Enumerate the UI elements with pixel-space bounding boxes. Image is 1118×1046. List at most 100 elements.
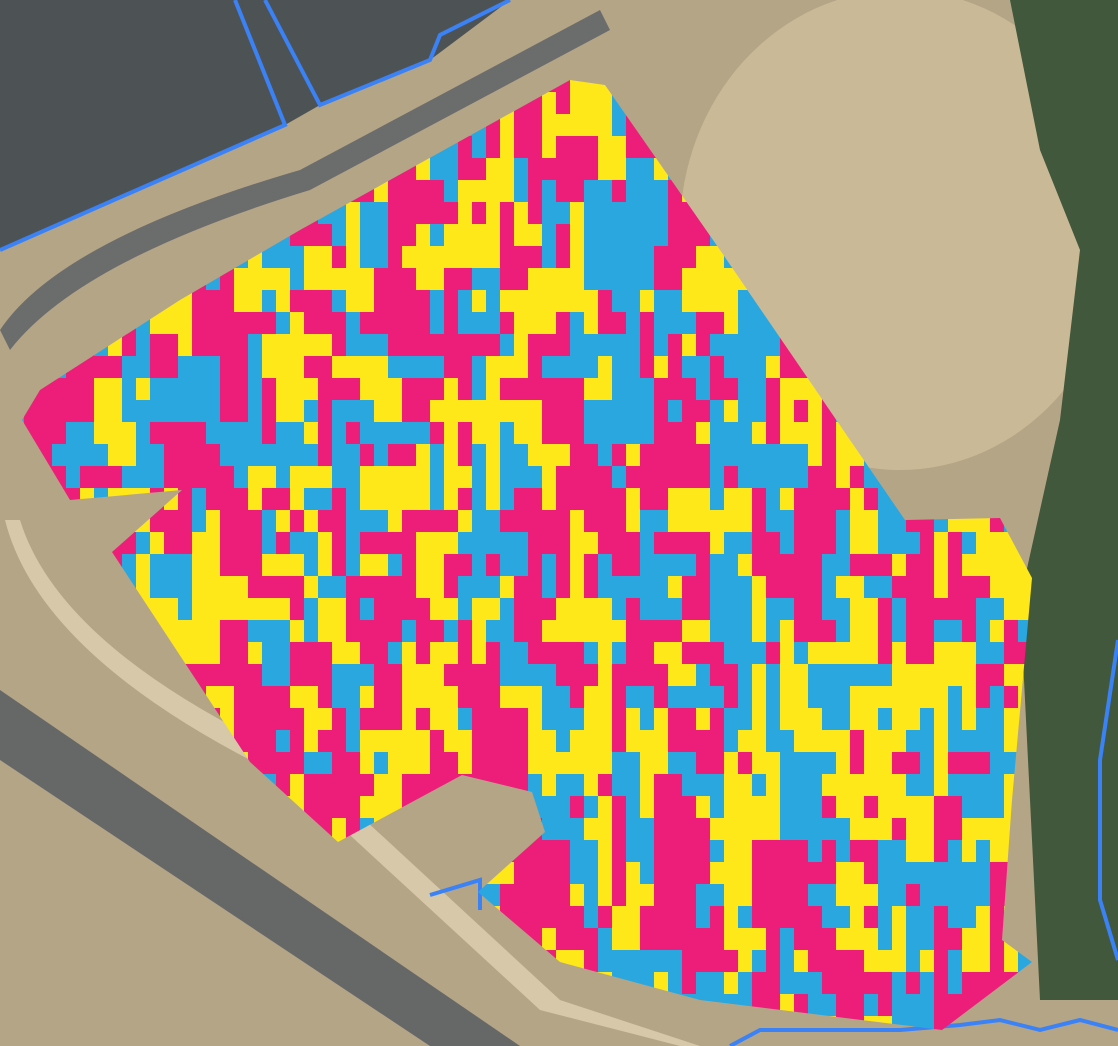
grid-cell[interactable] (486, 466, 500, 488)
grid-cell[interactable] (472, 246, 486, 268)
grid-cell[interactable] (262, 532, 276, 554)
grid-cell[interactable] (626, 290, 640, 312)
grid-cell[interactable] (724, 268, 738, 290)
grid-cell[interactable] (416, 532, 430, 554)
grid-cell[interactable] (584, 840, 598, 862)
grid-cell[interactable] (318, 510, 332, 532)
grid-cell[interactable] (472, 686, 486, 708)
grid-cell[interactable] (836, 796, 850, 818)
grid-cell[interactable] (556, 312, 570, 334)
grid-cell[interactable] (598, 620, 612, 642)
grid-cell[interactable] (752, 598, 766, 620)
grid-cell[interactable] (318, 730, 332, 752)
grid-cell[interactable] (654, 576, 668, 598)
grid-cell[interactable] (710, 510, 724, 532)
grid-cell[interactable] (654, 224, 668, 246)
grid-cell[interactable] (234, 466, 248, 488)
grid-cell[interactable] (836, 950, 850, 972)
grid-cell[interactable] (584, 180, 598, 202)
grid-cell[interactable] (528, 510, 542, 532)
grid-cell[interactable] (850, 928, 864, 950)
grid-cell[interactable] (472, 136, 486, 158)
grid-cell[interactable] (234, 686, 248, 708)
grid-cell[interactable] (304, 642, 318, 664)
grid-cell[interactable] (542, 774, 556, 796)
grid-cell[interactable] (962, 532, 976, 554)
grid-cell[interactable] (906, 950, 920, 972)
grid-cell[interactable] (206, 400, 220, 422)
grid-cell[interactable] (500, 884, 514, 906)
grid-cell[interactable] (794, 488, 808, 510)
grid-cell[interactable] (80, 466, 94, 488)
grid-cell[interactable] (318, 576, 332, 598)
grid-cell[interactable] (570, 686, 584, 708)
grid-cell[interactable] (360, 642, 374, 664)
grid-cell[interactable] (598, 400, 612, 422)
grid-cell[interactable] (710, 950, 724, 972)
grid-cell[interactable] (234, 620, 248, 642)
grid-cell[interactable] (136, 466, 150, 488)
grid-cell[interactable] (262, 576, 276, 598)
grid-cell[interactable] (304, 246, 318, 268)
grid-cell[interactable] (738, 818, 752, 840)
grid-cell[interactable] (360, 620, 374, 642)
grid-cell[interactable] (878, 708, 892, 730)
grid-cell[interactable] (668, 290, 682, 312)
grid-cell[interactable] (122, 554, 136, 576)
grid-cell[interactable] (248, 642, 262, 664)
grid-cell[interactable] (808, 400, 822, 422)
grid-cell[interactable] (780, 906, 794, 928)
grid-cell[interactable] (892, 532, 906, 554)
grid-cell[interactable] (430, 268, 444, 290)
grid-cell[interactable] (178, 444, 192, 466)
grid-cell[interactable] (626, 642, 640, 664)
grid-cell[interactable] (570, 180, 584, 202)
grid-cell[interactable] (584, 114, 598, 136)
grid-cell[interactable] (850, 488, 864, 510)
grid-cell[interactable] (514, 444, 528, 466)
grid-cell[interactable] (332, 246, 346, 268)
grid-cell[interactable] (990, 818, 1004, 840)
grid-cell[interactable] (696, 400, 710, 422)
grid-cell[interactable] (248, 708, 262, 730)
grid-cell[interactable] (542, 906, 556, 928)
grid-cell[interactable] (444, 620, 458, 642)
grid-cell[interactable] (570, 356, 584, 378)
grid-cell[interactable] (514, 620, 528, 642)
grid-cell[interactable] (346, 356, 360, 378)
grid-cell[interactable] (752, 466, 766, 488)
grid-cell[interactable] (192, 334, 206, 356)
grid-cell[interactable] (584, 906, 598, 928)
grid-cell[interactable] (360, 532, 374, 554)
grid-cell[interactable] (766, 642, 780, 664)
grid-cell[interactable] (458, 730, 472, 752)
grid-cell[interactable] (710, 796, 724, 818)
grid-cell[interactable] (682, 290, 696, 312)
grid-cell[interactable] (682, 796, 696, 818)
grid-cell[interactable] (668, 576, 682, 598)
grid-cell[interactable] (654, 356, 668, 378)
grid-cell[interactable] (906, 928, 920, 950)
grid-cell[interactable] (612, 334, 626, 356)
grid-cell[interactable] (542, 312, 556, 334)
grid-cell[interactable] (528, 246, 542, 268)
grid-cell[interactable] (934, 686, 948, 708)
grid-cell[interactable] (416, 444, 430, 466)
grid-cell[interactable] (374, 730, 388, 752)
grid-cell[interactable] (766, 708, 780, 730)
grid-cell[interactable] (962, 708, 976, 730)
grid-cell[interactable] (710, 444, 724, 466)
grid-cell[interactable] (374, 224, 388, 246)
grid-cell[interactable] (822, 642, 836, 664)
grid-cell[interactable] (668, 554, 682, 576)
grid-cell[interactable] (906, 972, 920, 994)
grid-cell[interactable] (864, 598, 878, 620)
grid-cell[interactable] (192, 554, 206, 576)
grid-cell[interactable] (584, 400, 598, 422)
grid-cell[interactable] (542, 290, 556, 312)
grid-cell[interactable] (948, 730, 962, 752)
grid-cell[interactable] (514, 356, 528, 378)
grid-cell[interactable] (878, 818, 892, 840)
grid-cell[interactable] (766, 334, 780, 356)
grid-cell[interactable] (822, 576, 836, 598)
